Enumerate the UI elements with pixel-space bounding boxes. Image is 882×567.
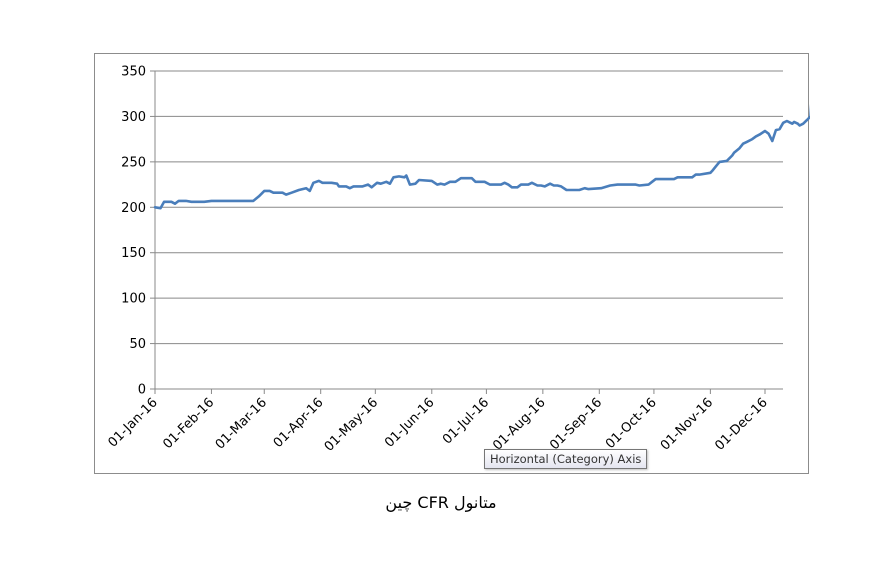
- y-tick-label: 250: [121, 155, 146, 170]
- series-line-0[interactable]: [153, 88, 810, 210]
- y-tick-label: 300: [121, 110, 146, 125]
- x-tick-label: 01-Nov-16: [658, 395, 716, 453]
- y-tick-label: 100: [121, 292, 146, 307]
- y-tick-label: 150: [121, 246, 146, 261]
- line-chart: 0 50 100 150 200 250 300 350 01-Jan-16 01-Feb-16…: [106, 65, 810, 455]
- y-tick-label: 350: [121, 65, 146, 80]
- chart-caption: متانول CFR چین: [385, 493, 497, 512]
- axis-tooltip: Horizontal (Category) Axis: [484, 449, 648, 469]
- x-tick-label: 01-Dec-16: [712, 395, 770, 453]
- gridlines: [155, 70, 783, 345]
- y-tick-label: 0: [138, 383, 146, 398]
- x-tick-label: 01-Mar-16: [213, 395, 270, 452]
- x-tick-label: 01-Feb-16: [160, 395, 217, 452]
- x-tick-label: 01-Aug-16: [490, 395, 548, 453]
- x-tick-label: 01-Jun-16: [382, 395, 438, 451]
- x-tick-label: 01-Apr-16: [271, 395, 327, 451]
- y-tick-label: 200: [121, 201, 146, 216]
- chart-area: 0 50 100 150 200 250 300 350 01-Jan-16 01-Feb-16…: [94, 53, 810, 474]
- x-tick-label: 01-Sep-16: [547, 395, 605, 453]
- x-tick-label: 01-Jan-16: [106, 395, 161, 450]
- x-tick-label: 01-Jul-16: [440, 395, 492, 447]
- x-tick-label: 01-Oct-16: [603, 395, 660, 452]
- y-tick-label: 50: [129, 337, 146, 352]
- series-layer: [153, 88, 810, 210]
- axes: [150, 70, 783, 394]
- y-tick-labels: 0 50 100 150 200 250 300 350: [121, 65, 146, 398]
- x-tick-label: 01-May-16: [322, 395, 381, 454]
